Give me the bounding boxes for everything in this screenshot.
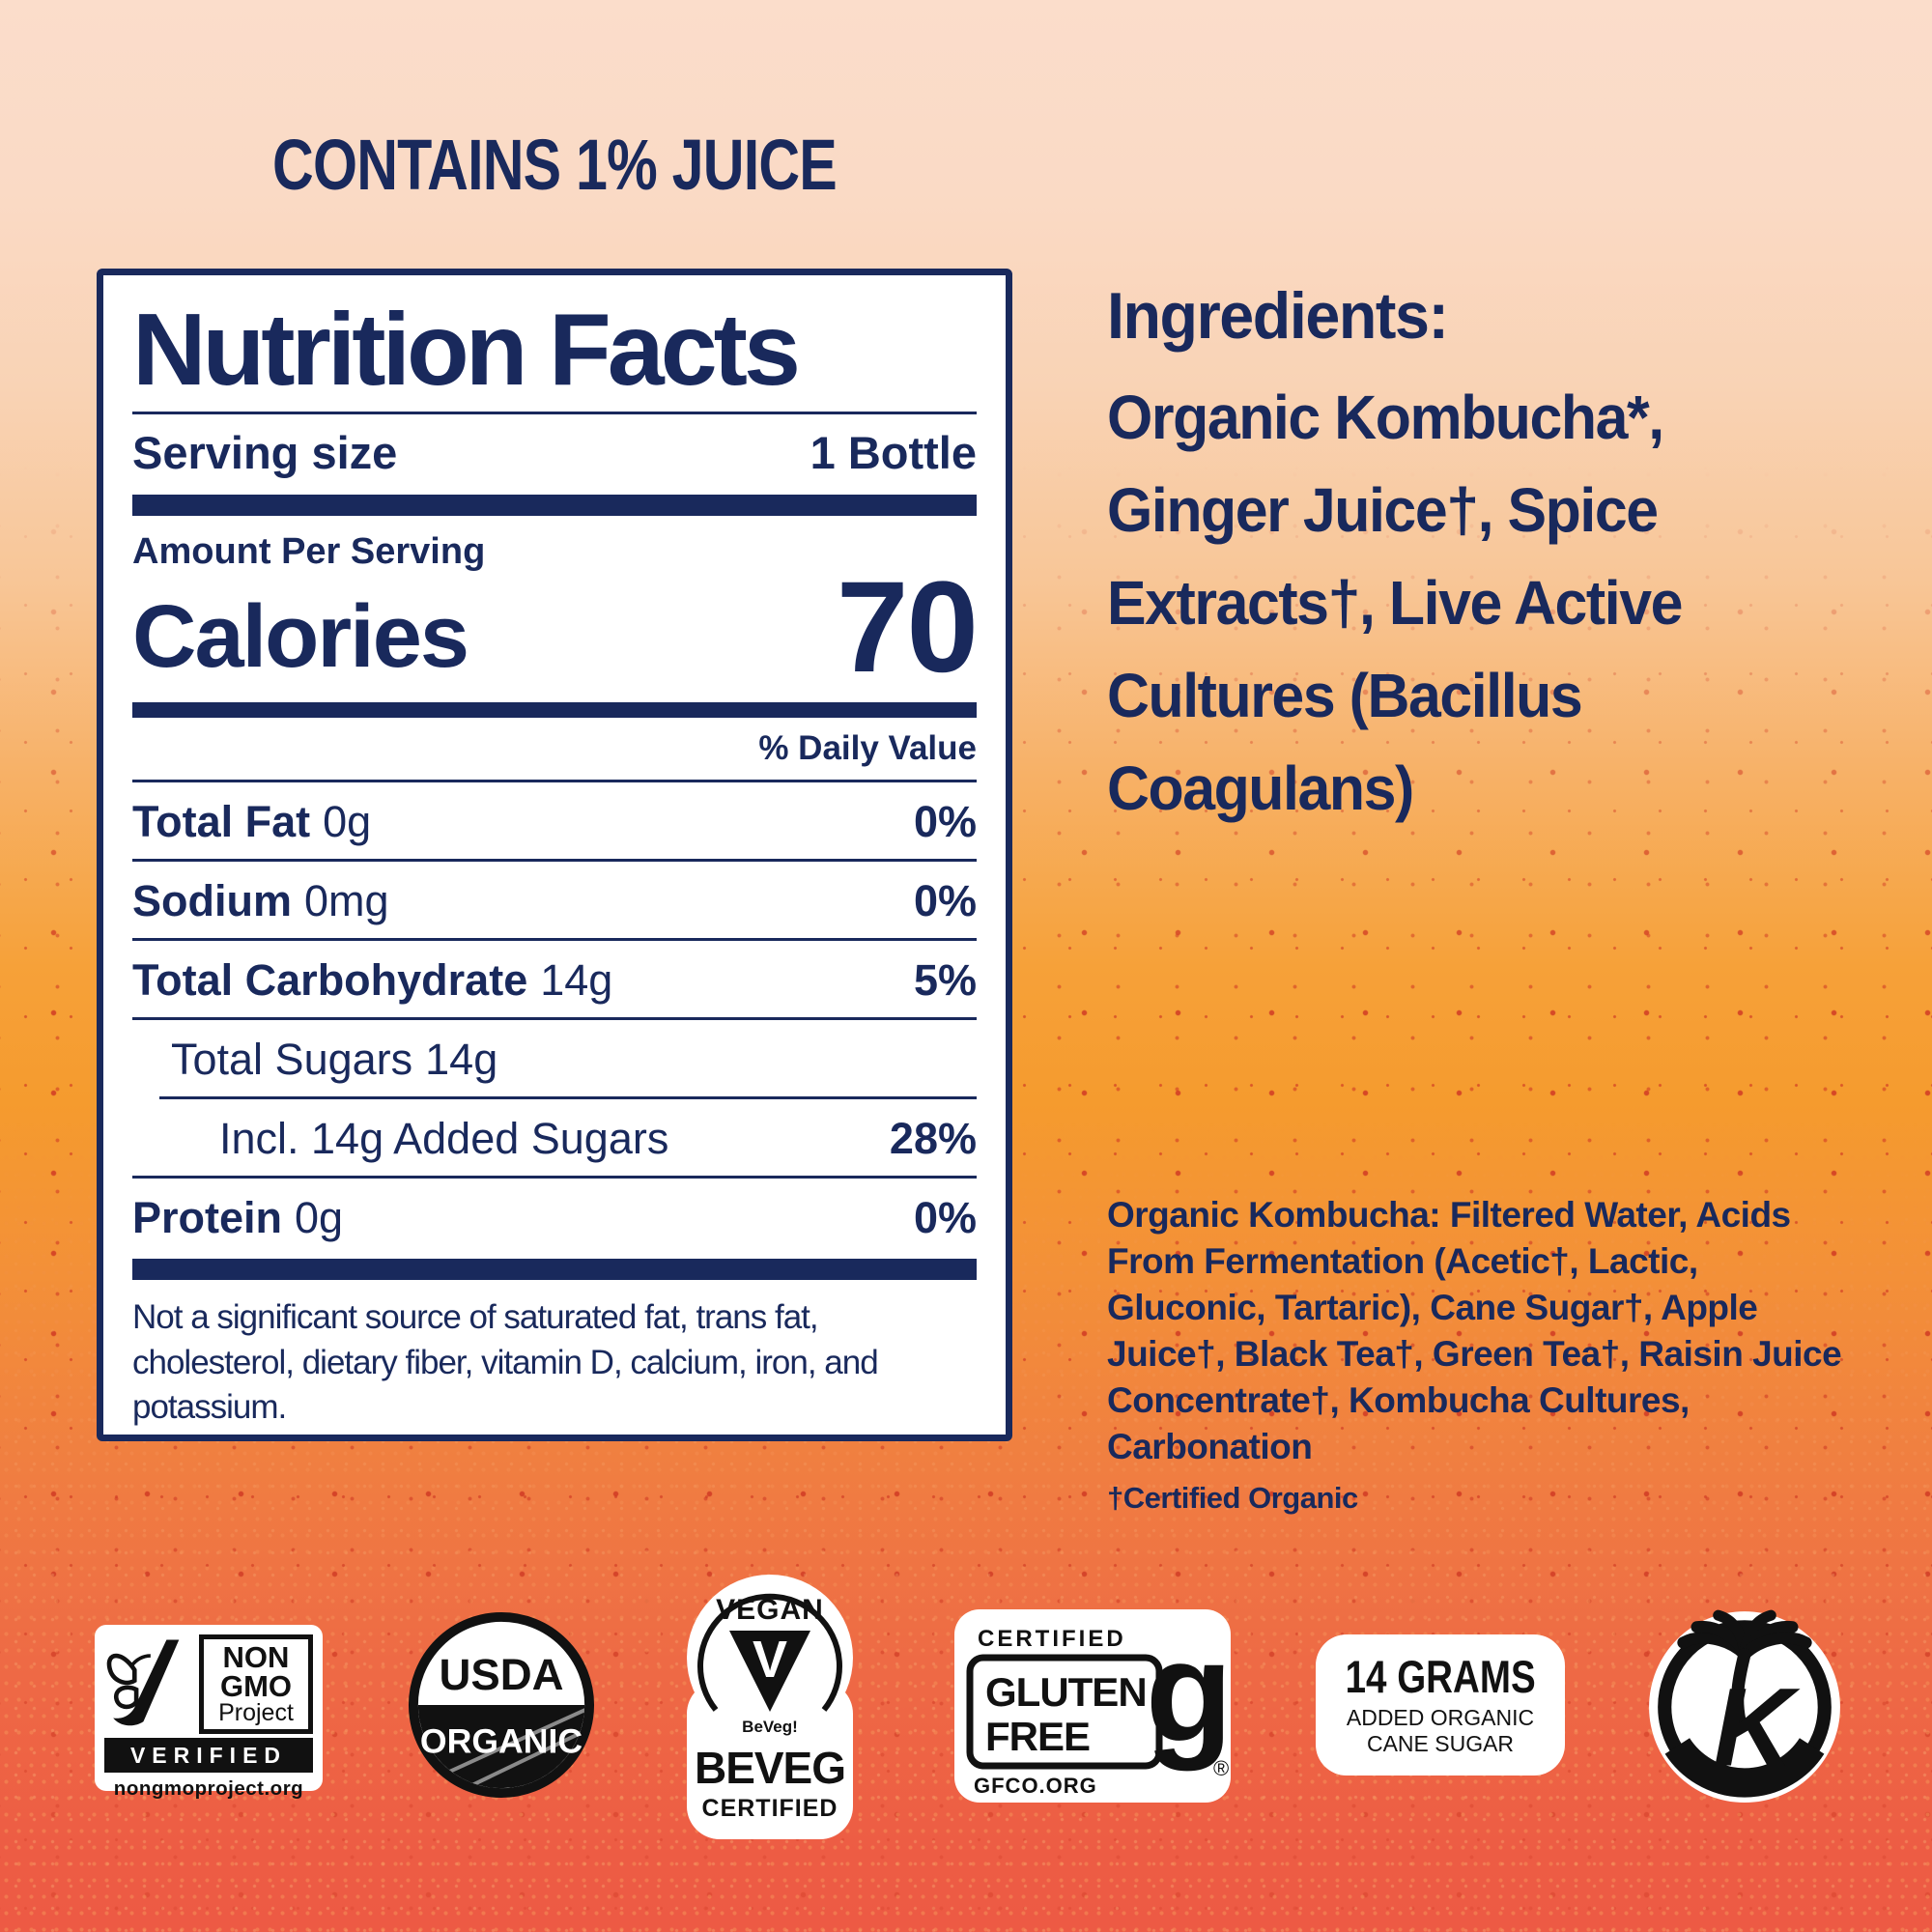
- cane-sugar-line: CANE SUGAR: [1366, 1730, 1515, 1756]
- verified-bar: VERIFIED: [104, 1738, 313, 1774]
- kombucha-composition-section: Organic Kombucha: Filtered Water, Acids …: [1107, 1192, 1861, 1516]
- serving-size-row: Serving size 1 Bottle: [132, 414, 977, 495]
- divider: [132, 412, 977, 415]
- daily-value-header: % Daily Value: [132, 718, 977, 783]
- vegan-v-letter: V: [753, 1631, 787, 1689]
- kombucha-composition-text: Organic Kombucha: Filtered Water, Acids …: [1107, 1195, 1842, 1467]
- calories-row: Calories 70: [132, 555, 979, 700]
- ingredients-list: Organic Kombucha*, Ginger Juice†, Spice …: [1107, 383, 1683, 824]
- free-text: FREE: [985, 1714, 1090, 1759]
- calories-value: 70: [836, 555, 979, 700]
- row-added-sugars: Incl. 14g Added Sugars 28%: [159, 1096, 977, 1176]
- juice-content-claim: CONTAINS 1% JUICE: [271, 125, 838, 205]
- ingredients-section: Ingredients: Organic Kombucha*, Ginger J…: [1107, 278, 1841, 835]
- thick-divider: [132, 495, 977, 517]
- registered-mark: ®: [1213, 1756, 1229, 1780]
- vegan-v-triangle-icon: [729, 1631, 810, 1712]
- row-protein: Protein 0g 0%: [132, 1176, 977, 1255]
- vegan-text: VEGAN: [716, 1594, 824, 1626]
- medium-divider: [132, 702, 977, 719]
- serving-size-label: Serving size: [132, 427, 398, 479]
- gf-certified-text: CERTIFIED: [978, 1626, 1126, 1652]
- kosher-palm-k-badge: K: [1649, 1609, 1840, 1803]
- usda-organic-badge: USDA ORGANIC: [408, 1611, 595, 1799]
- nutrition-footnote: Not a significant source of saturated fa…: [132, 1298, 879, 1427]
- beveg-vegan-badge: VEGAN V BeVeg! BEVEG CERTIFIED: [687, 1575, 853, 1839]
- kosher-k-letter: K: [1714, 1666, 1802, 1790]
- added-organic-line: ADDED ORGANIC: [1346, 1705, 1535, 1731]
- beveg-name: BEVEG: [695, 1743, 845, 1793]
- certified-gluten-free-badge: CERTIFIED GLUTEN FREE g ® GFCO.ORG: [954, 1609, 1231, 1803]
- gfco-url: GFCO.ORG: [974, 1774, 1097, 1798]
- serving-size-value: 1 Bottle: [810, 427, 977, 479]
- certified-organic-note: †Certified Organic: [1107, 1480, 1358, 1515]
- non-gmo-url: nongmoproject.org: [113, 1777, 304, 1801]
- calories-label: Calories: [132, 587, 469, 687]
- thick-divider: [132, 1259, 977, 1281]
- usda-text: USDA: [439, 1650, 563, 1699]
- palm-tree-icon: [1677, 1609, 1812, 1727]
- non-gmo-text-box: NON GMO Project: [199, 1634, 313, 1735]
- row-total-fat: Total Fat 0g 0%: [132, 797, 977, 847]
- row-total-carbohydrate: Total Carbohydrate 14g 5%: [132, 938, 977, 1017]
- gluten-text: GLUTEN: [985, 1669, 1147, 1715]
- gfco-g-icon: g: [1146, 1612, 1231, 1772]
- beveg-small-mark: BeVeg!: [742, 1718, 798, 1736]
- row-sodium: Sodium 0mg 0%: [132, 859, 977, 938]
- added-sugar-badge: 14 GRAMS ADDED ORGANIC CANE SUGAR: [1316, 1634, 1565, 1776]
- amount-per-serving-label: Amount Per Serving: [132, 531, 486, 573]
- nutrition-facts-title: Nutrition Facts: [132, 293, 801, 407]
- beveg-certified: CERTIFIED: [702, 1795, 838, 1822]
- butterfly-checkmark-icon: [106, 1639, 180, 1726]
- organic-text: ORGANIC: [420, 1722, 582, 1761]
- ingredients-heading: Ingredients:: [1107, 279, 1449, 353]
- row-total-sugars: Total Sugars 14g: [132, 1017, 977, 1096]
- non-gmo-project-badge: NON GMO Project VERIFIED nongmoproject.o…: [95, 1625, 323, 1800]
- grams-headline: 14 GRAMS: [1345, 1651, 1536, 1703]
- nutrition-facts-panel: Nutrition Facts Serving size 1 Bottle Am…: [97, 269, 1012, 1441]
